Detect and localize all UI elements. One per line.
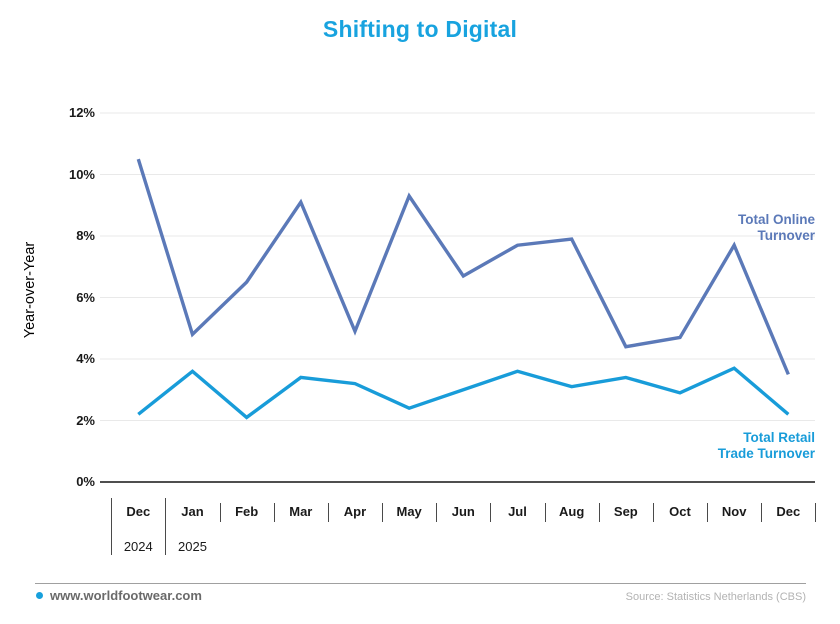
x-tick-label: Jun [451,504,475,519]
footer-source-text: Source: Statistics Netherlands (CBS) [625,591,806,603]
month-separator [327,503,329,522]
series-label-retail: Total Retail Trade Turnover [717,430,815,461]
y-tick-label: 6% [76,289,95,305]
x-tick-label: Nov [721,504,747,519]
month-separator [707,503,709,522]
y-tick-label: 0% [76,474,95,489]
y-tick-label: 10% [68,166,95,182]
y-tick-label: 2% [76,412,95,428]
month-separator [111,498,113,555]
month-separator [598,503,600,522]
line-chart-canvas [100,112,815,483]
x-tick-label: Sep [613,504,638,519]
retail-turnover-line [137,366,790,420]
month-separator [490,503,492,522]
x-tick-label: Aug [559,504,585,519]
month-separator [652,503,654,522]
month-separator [544,503,546,522]
y-tick-label: 4% [76,351,95,366]
x-tick-label: Apr [343,504,367,519]
bullet-dot-icon [36,592,43,599]
x-tick-label: Dec [126,504,151,519]
month-separator [815,503,817,522]
x-tick-label: Jul [508,504,527,519]
x-tick-label: Feb [235,504,259,519]
x-tick-label: Oct [669,504,691,519]
month-separator [382,503,384,522]
month-separator [436,503,438,522]
y-tick-label: 12% [68,105,95,120]
x-tick-label: Jan [181,504,204,519]
y-tick-label: 8% [76,228,95,243]
year-label: 2024 [123,539,153,554]
x-tick-label: Mar [289,504,313,519]
footer-site: www.worldfootwear.com [36,588,202,604]
x-tick-label: May [396,504,422,519]
month-separator [219,503,221,522]
x-tick-label: Dec [776,504,801,519]
footer-site-text: www.worldfootwear.com [50,588,202,603]
footer-divider [35,583,806,584]
month-separator [273,503,275,522]
series-label-online: Total Online Turnover [738,212,815,243]
year-label: 2025 [178,539,207,554]
month-separator [761,503,763,522]
online-turnover-line [136,158,790,376]
month-separator [165,498,167,555]
chart-title: Shifting to Digital [322,16,518,42]
